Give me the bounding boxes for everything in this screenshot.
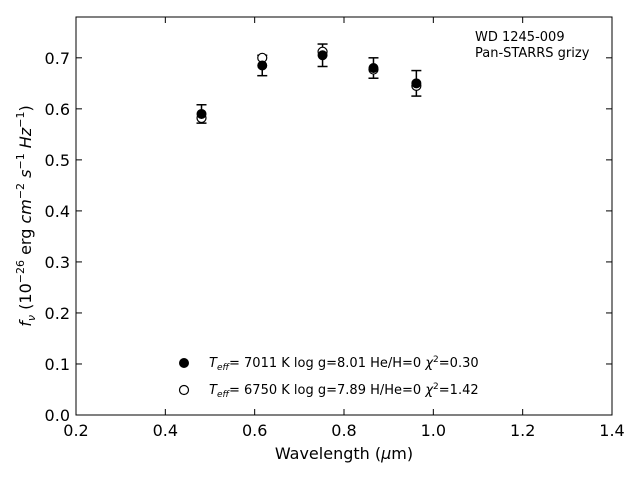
legend-teff-1: 7011 K (244, 356, 290, 371)
y-axis-label: fν (10−26 erg cm−2 s−1 Hz−1) (14, 105, 38, 326)
x-tick-label: 1.4 (599, 421, 624, 440)
y-tick-label: 0.2 (45, 304, 70, 323)
x-tick-label: 0.8 (331, 421, 356, 440)
y-tick-label: 0.5 (45, 151, 70, 170)
y-tick-label: 0.6 (45, 100, 70, 119)
data-point-filled (411, 78, 422, 89)
annotation-line-2: Pan-STARRS grizy (475, 46, 590, 61)
legend-logg-2: log g=7.89 (294, 383, 366, 398)
legend-chi2-2: =1.42 (439, 383, 479, 398)
data-point-filled (196, 108, 207, 119)
legend-chi2-1: =0.30 (439, 356, 479, 371)
legend-comp-2: H/He=0 (370, 383, 421, 398)
legend-logg-1: log g=8.01 (294, 356, 366, 371)
legend-comp-1: He/H=0 (370, 356, 421, 371)
legend-label-series-1: Teff= 7011 K log g=8.01 He/H=0 χ2=0.30 (209, 355, 479, 373)
data-point-filled (317, 50, 328, 61)
data-point-filled (368, 63, 379, 74)
legend-label-series-2: Teff= 6750 K log g=7.89 H/He=0 χ2=1.42 (209, 382, 479, 400)
legend: Teff= 7011 K log g=8.01 He/H=0 χ2=0.30 T… (178, 355, 479, 400)
legend-marker-series-2 (178, 384, 190, 396)
x-axis-label: Wavelength (μm) (275, 444, 413, 463)
legend-teff-2: 6750 K (244, 383, 290, 398)
x-tick-label: 1.2 (510, 421, 535, 440)
legend-marker-series-1 (179, 358, 189, 368)
y-tick-label: 0.1 (45, 355, 70, 374)
x-tick-label: 0.2 (63, 421, 88, 440)
x-tick-label: 0.6 (242, 421, 267, 440)
y-tick-label: 0.3 (45, 253, 70, 272)
x-tick-label: 0.4 (153, 421, 178, 440)
y-tick-label: 0.0 (45, 406, 70, 425)
x-tick-label: 1.0 (421, 421, 446, 440)
annotation-line-1: WD 1245-009 (475, 30, 565, 45)
data-point-filled (257, 60, 268, 71)
y-tick-label: 0.4 (45, 202, 70, 221)
y-tick-label: 0.7 (45, 49, 70, 68)
